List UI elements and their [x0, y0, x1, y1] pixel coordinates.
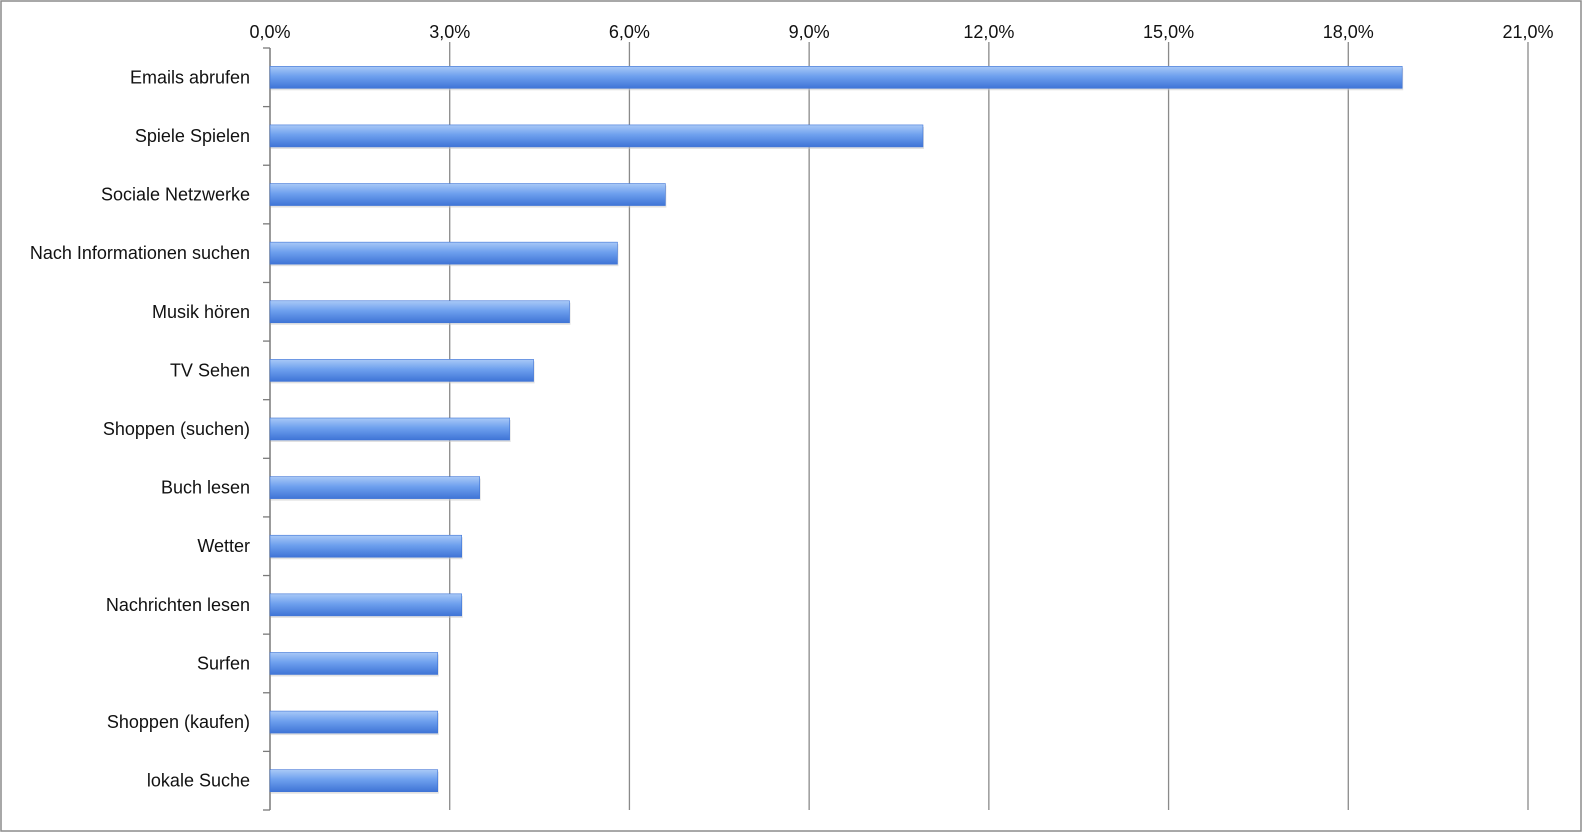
bar — [269, 593, 462, 617]
bar — [269, 476, 480, 499]
bar — [269, 66, 1403, 89]
x-tick-label: 12,0% — [963, 22, 1014, 42]
bar — [269, 534, 462, 558]
bar — [269, 769, 439, 792]
category-label: TV Sehen — [170, 360, 250, 380]
value-axis-tick-labels: 0,0% 3,0% 6,0% 9,0% 12,0% 15,0% 18,0% 21,0% — [249, 22, 1553, 42]
category-label: Musik hören — [152, 302, 250, 322]
category-labels: Emails abrufen Spiele Spielen Sociale Netz… — [30, 67, 250, 790]
x-tick-label: 15,0% — [1143, 22, 1194, 42]
bar — [269, 359, 534, 382]
category-label: Nach Informationen suchen — [30, 243, 250, 263]
x-tick-label: 21,0% — [1502, 22, 1553, 42]
x-tick-label: 18,0% — [1323, 22, 1374, 42]
category-label: Emails abrufen — [130, 67, 250, 87]
bar — [269, 241, 618, 265]
category-label: Shoppen (suchen) — [103, 419, 250, 439]
category-label: Wetter — [197, 536, 250, 556]
category-label: Sociale Netzwerke — [101, 185, 250, 205]
bar — [269, 183, 666, 206]
x-tick-label: 3,0% — [429, 22, 470, 42]
bar — [269, 710, 439, 734]
grid-lines — [449, 42, 1529, 810]
category-label: lokale Suche — [147, 771, 250, 791]
x-tick-label: 0,0% — [249, 22, 290, 42]
bar — [269, 124, 924, 148]
category-label: Nachrichten lesen — [106, 595, 250, 615]
category-label: Buch lesen — [161, 478, 250, 498]
bar — [269, 652, 439, 675]
category-label: Surfen — [197, 653, 250, 673]
bars — [269, 66, 1404, 794]
x-tick-label: 9,0% — [789, 22, 830, 42]
category-label: Shoppen (kaufen) — [107, 712, 250, 732]
bar — [269, 300, 570, 324]
x-tick-label: 6,0% — [609, 22, 650, 42]
bar — [269, 417, 510, 441]
category-label: Spiele Spielen — [135, 126, 250, 146]
